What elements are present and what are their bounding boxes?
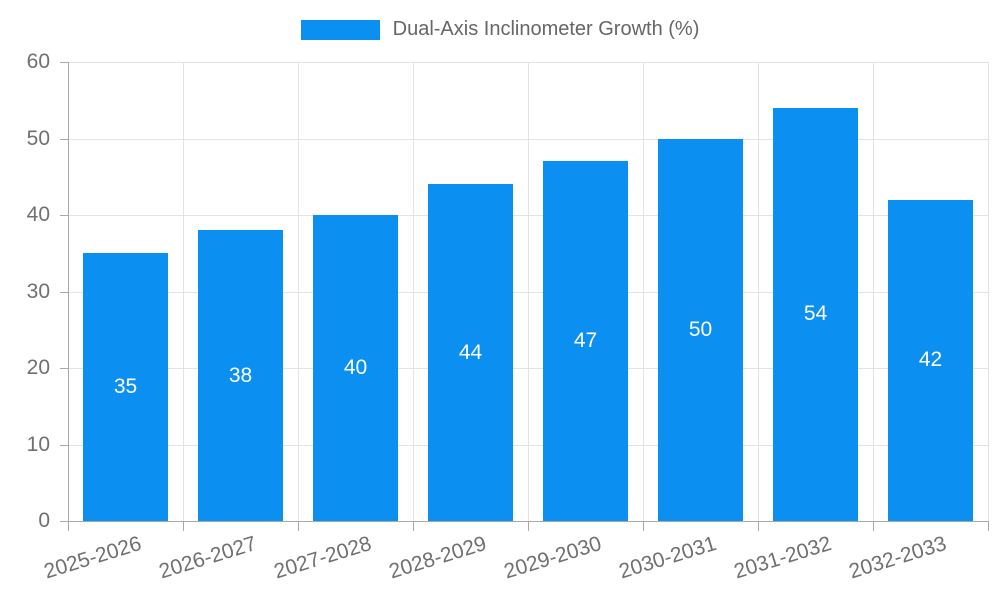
bar-value-label: 44 — [458, 340, 483, 364]
bar-value-label: 38 — [228, 363, 253, 387]
y-tick-label: 0 — [38, 509, 50, 532]
bar-value-label: 47 — [573, 329, 598, 353]
x-axis-tick — [413, 521, 414, 531]
y-tick-label: 20 — [26, 356, 50, 379]
bar — [313, 215, 398, 521]
x-axis-tick — [873, 521, 874, 531]
x-axis-tick — [758, 521, 759, 531]
x-tick-label: 2030-2031 — [616, 532, 720, 584]
bar-value-label: 40 — [343, 356, 368, 379]
bar — [428, 184, 513, 521]
x-tick-label: 2027-2028 — [271, 532, 375, 584]
bar — [658, 138, 743, 521]
bar-value-label: 54 — [803, 302, 828, 326]
legend-label: Dual-Axis Inclinometer Growth (%) — [392, 18, 700, 40]
x-tick-label: 2029-2030 — [501, 532, 605, 584]
bar-value-label: 35 — [113, 375, 138, 399]
gridline-vertical — [873, 62, 874, 521]
bar-value-label: 42 — [918, 348, 943, 372]
x-axis-tick — [643, 521, 644, 531]
gridline-vertical — [298, 62, 299, 521]
bar — [543, 161, 628, 521]
x-axis-tick — [183, 521, 184, 531]
bar — [198, 230, 283, 521]
bar — [888, 199, 973, 521]
x-axis-tick — [298, 521, 299, 531]
x-axis-line — [68, 521, 988, 522]
x-axis-tick — [988, 521, 989, 531]
y-axis-tick — [60, 444, 68, 446]
x-tick-label: 2032-2033 — [846, 532, 950, 584]
gridline-vertical — [643, 62, 644, 521]
gridline-vertical — [758, 62, 759, 521]
y-axis-tick — [60, 215, 68, 216]
x-tick-label: 2028-2029 — [386, 532, 490, 584]
gridline-vertical — [988, 62, 989, 521]
gridline-vertical — [528, 62, 529, 521]
gridline-vertical — [183, 62, 184, 521]
y-tick-label: 50 — [26, 126, 50, 150]
x-tick-label: 2026-2027 — [156, 532, 260, 584]
bar-value-label: 50 — [688, 317, 713, 341]
y-axis-tick — [60, 138, 68, 140]
x-axis-tick — [528, 521, 529, 531]
x-tick-label: 2025-2026 — [41, 532, 145, 584]
y-axis-tick — [60, 291, 68, 293]
x-tick-label: 2031-2032 — [731, 532, 835, 584]
gridline-vertical — [413, 62, 414, 521]
y-tick-label: 30 — [26, 279, 50, 303]
y-tick-label: 10 — [26, 432, 50, 456]
y-tick-label: 40 — [26, 203, 50, 226]
y-axis-tick — [60, 62, 68, 63]
y-axis-tick — [60, 368, 68, 369]
y-axis-line — [68, 62, 69, 531]
y-tick-label: 60 — [26, 50, 50, 73]
bar — [773, 107, 858, 521]
y-axis-tick — [60, 521, 68, 522]
bar — [83, 253, 168, 521]
legend-swatch-icon — [300, 19, 380, 40]
chart-legend[interactable]: Dual-Axis Inclinometer Growth (%) — [0, 18, 1000, 41]
